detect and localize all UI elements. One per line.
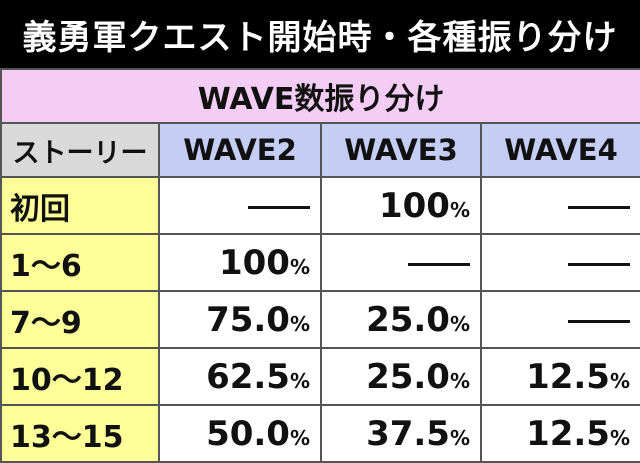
column-header-wave4: WAVE4 [479, 122, 640, 178]
none-dash [568, 319, 631, 323]
value-cell [479, 233, 640, 292]
value-number: 12.5 [526, 413, 610, 454]
table-row: 初回 100% [0, 176, 640, 235]
table-row: 10〜12 62.5% 25.0% 12.5% [0, 347, 640, 406]
percent-unit: % [449, 197, 470, 222]
value-cell: 62.5% [158, 347, 322, 406]
table-subtitle: WAVE数振り分け [0, 68, 640, 124]
story-label: 7〜9 [0, 290, 160, 349]
value-cell [479, 176, 640, 235]
percent-unit: % [289, 311, 310, 336]
none-dash [568, 262, 631, 266]
value-cell [320, 233, 482, 292]
story-label: 13〜15 [0, 404, 160, 463]
story-label: 10〜12 [0, 347, 160, 406]
none-dash [408, 262, 470, 266]
percent-unit: % [449, 425, 470, 450]
value-cell: 12.5% [479, 347, 640, 406]
value-cell: 25.0% [320, 347, 482, 406]
percent-unit: % [289, 425, 310, 450]
value-cell: 100% [158, 233, 322, 292]
story-column-header: ストーリー [0, 122, 160, 178]
value-number: 100 [218, 242, 290, 283]
percent-unit: % [609, 425, 631, 450]
value-cell: 37.5% [320, 404, 482, 463]
percent-unit: % [289, 254, 310, 279]
wave-distribution-table: WAVE数振り分け ストーリー WAVE2 WAVE3 WAVE4 初回 100%… [0, 68, 640, 463]
value-cell: 100% [320, 176, 482, 235]
value-number: 75.0 [206, 299, 290, 340]
none-dash [568, 205, 631, 209]
page-title: 義勇軍クエスト開始時・各種振り分け [0, 0, 640, 68]
value-cell: 25.0% [320, 290, 482, 349]
value-cell: 50.0% [158, 404, 322, 463]
value-cell: 75.0% [158, 290, 322, 349]
value-number: 37.5 [366, 413, 450, 454]
value-number: 25.0 [366, 356, 450, 397]
percent-unit: % [449, 368, 470, 393]
table-row: 1〜6 100% [0, 233, 640, 292]
table-row: 7〜9 75.0% 25.0% [0, 290, 640, 349]
value-cell [158, 176, 322, 235]
value-number: 100 [378, 185, 450, 226]
value-cell [479, 290, 640, 349]
column-header-wave3: WAVE3 [320, 122, 482, 178]
value-number: 25.0 [366, 299, 450, 340]
story-label: 1〜6 [0, 233, 160, 292]
none-dash [248, 205, 310, 209]
value-cell: 12.5% [479, 404, 640, 463]
percent-unit: % [289, 368, 310, 393]
value-number: 12.5 [526, 356, 610, 397]
value-number: 62.5 [206, 356, 290, 397]
column-header-wave2: WAVE2 [158, 122, 322, 178]
percent-unit: % [449, 311, 470, 336]
value-number: 50.0 [206, 413, 290, 454]
percent-unit: % [609, 368, 631, 393]
header-row: ストーリー WAVE2 WAVE3 WAVE4 [0, 122, 640, 178]
table-row: 13〜15 50.0% 37.5% 12.5% [0, 404, 640, 463]
story-label: 初回 [0, 176, 160, 235]
